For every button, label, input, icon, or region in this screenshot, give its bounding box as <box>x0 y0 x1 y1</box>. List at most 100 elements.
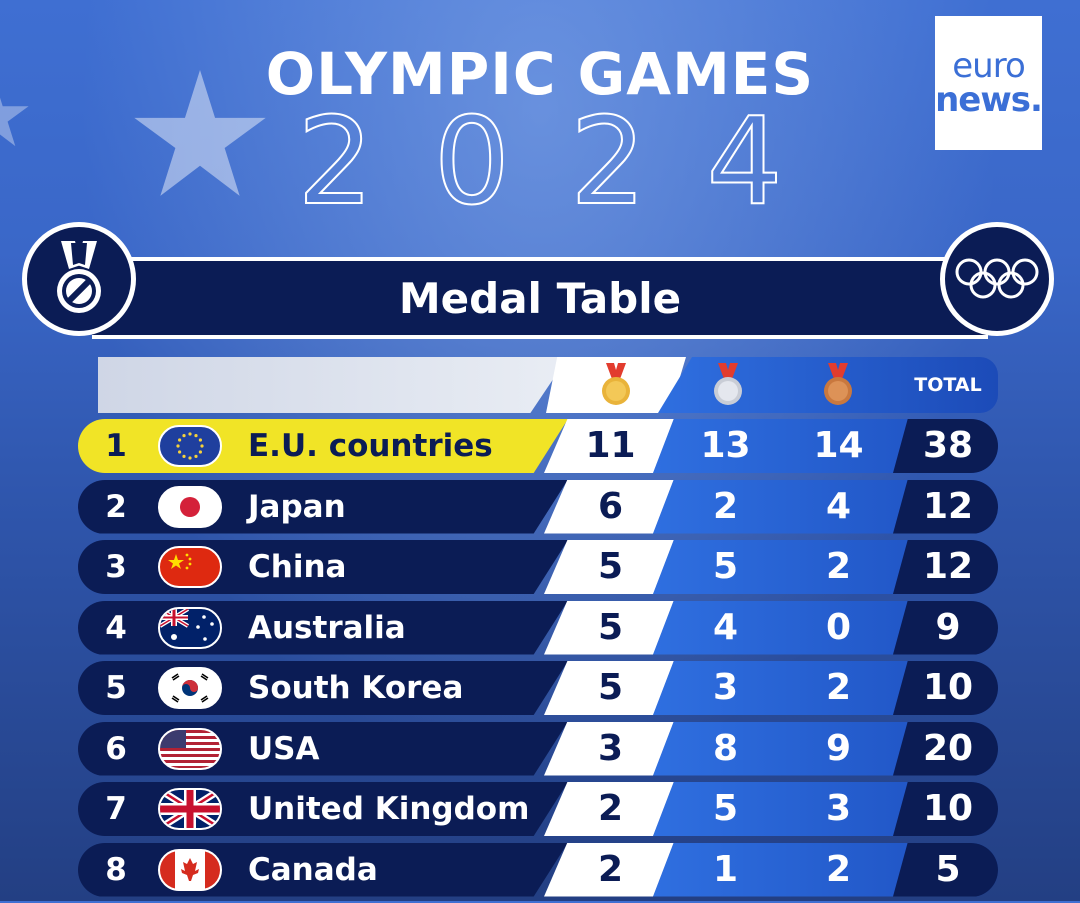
rank: 1 <box>105 428 127 464</box>
south-korea-flag-icon <box>158 667 222 709</box>
rank: 4 <box>105 609 127 646</box>
rank: 3 <box>105 549 127 585</box>
silver-count: 1 <box>712 848 739 890</box>
logo-text-top: euro <box>952 46 1025 86</box>
silver-count: 2 <box>712 485 739 527</box>
country-name: USA <box>248 730 320 767</box>
row-gold-band <box>544 842 674 897</box>
rank: 6 <box>105 730 127 767</box>
country-name: Australia <box>248 609 406 646</box>
row-gold-band <box>544 721 674 776</box>
logo-text-bottom: news. <box>935 80 1043 120</box>
background-star-icon <box>134 70 266 196</box>
row-total-band <box>893 721 998 776</box>
table-row: 1 E.U. countries 11 13 14 38 <box>78 419 998 473</box>
gold-count: 5 <box>597 606 624 648</box>
gold-medal-icon <box>602 363 630 405</box>
gold-count: 3 <box>597 727 624 769</box>
row-name-band <box>78 721 568 776</box>
total-count: 38 <box>922 425 974 466</box>
japan-flag-icon <box>158 485 222 528</box>
row-total-band <box>893 782 998 836</box>
country-name: E.U. countries <box>248 428 493 464</box>
australia-flag-icon <box>158 606 222 649</box>
country-name: South Korea <box>248 670 464 706</box>
table-row: 7 United Kingdom 2 5 3 10 <box>78 782 998 836</box>
row-total-band <box>893 540 998 594</box>
rank: 7 <box>105 791 127 827</box>
background-star-icon <box>0 97 29 147</box>
silver-count: 3 <box>712 667 739 708</box>
row-gold-band <box>544 782 674 836</box>
country-name: China <box>248 549 347 585</box>
title-year: 2024 <box>296 93 843 232</box>
table-row: 4 Australia 5 4 0 9 <box>78 600 998 655</box>
bronze-count: 2 <box>825 848 852 890</box>
row-total-band <box>893 842 998 897</box>
bronze-count: 4 <box>825 485 852 527</box>
row-total-band <box>893 419 998 473</box>
total-count: 9 <box>935 606 961 648</box>
total-count: 20 <box>922 727 974 769</box>
country-name: Canada <box>248 851 378 888</box>
bronze-medal-icon <box>824 363 852 405</box>
row-gold-band <box>544 540 674 594</box>
gold-count: 6 <box>597 485 624 527</box>
table-row: 2 Japan 6 2 4 12 <box>78 479 998 534</box>
euronews-logo: euro news. <box>935 16 1043 150</box>
medal-rows: 1 E.U. countries 11 13 14 38 2 Japan 6 <box>78 419 998 903</box>
usa-flag-icon <box>158 727 222 770</box>
bronze-count: 3 <box>825 788 852 829</box>
eu-flag-icon <box>158 425 222 467</box>
rank: 5 <box>105 670 127 706</box>
gold-count: 2 <box>597 788 624 829</box>
bronze-count: 9 <box>825 727 852 769</box>
silver-count: 5 <box>712 546 739 587</box>
gold-count: 2 <box>597 848 624 890</box>
title-olympic-games: OLYMPIC GAMES <box>265 40 815 108</box>
row-gold-band <box>544 600 674 655</box>
banner-title: Medal Table <box>398 273 682 323</box>
table-row: 8 Canada 2 1 2 5 <box>78 842 998 897</box>
header-gold-cell <box>546 357 686 413</box>
table-row: 3 China 5 5 2 12 <box>78 540 998 594</box>
silver-count: 5 <box>712 788 739 829</box>
row-gold-band <box>544 661 674 715</box>
china-flag-icon <box>158 546 222 588</box>
table-row: 5 South Korea 5 3 2 10 <box>78 661 998 715</box>
table-header: TOTAL <box>98 357 998 413</box>
total-count: 12 <box>922 546 974 587</box>
bronze-count: 2 <box>825 667 852 708</box>
medal-badge <box>22 222 136 336</box>
header-silver-cell <box>688 357 768 413</box>
gold-count: 5 <box>597 546 624 587</box>
row-total-band <box>893 479 998 534</box>
bronze-count: 14 <box>813 425 864 466</box>
row-gold-band <box>544 479 674 534</box>
silver-count: 4 <box>712 606 739 648</box>
total-count: 10 <box>922 788 974 829</box>
gold-count: 11 <box>585 425 636 466</box>
header-total-label: TOTAL <box>914 374 982 396</box>
bronze-count: 0 <box>825 606 852 648</box>
olympic-rings-icon <box>955 258 1039 299</box>
medal-icon <box>57 241 101 313</box>
header-blank-cell <box>98 357 568 413</box>
total-count: 12 <box>922 485 974 527</box>
row-gold-band <box>544 419 674 473</box>
total-count: 5 <box>935 848 961 890</box>
canada-flag-icon <box>158 848 222 891</box>
silver-count: 8 <box>712 727 739 769</box>
row-total-band <box>893 661 998 715</box>
total-count: 10 <box>922 667 974 708</box>
silver-medal-icon <box>714 363 742 405</box>
country-name: Japan <box>248 488 346 525</box>
header-bronze-cell <box>798 357 878 413</box>
bronze-count: 2 <box>825 546 852 587</box>
uk-flag-icon <box>158 788 222 830</box>
table-row: 6 USA 3 8 9 20 <box>78 721 998 776</box>
country-name: United Kingdom <box>248 791 530 827</box>
gold-count: 5 <box>597 667 624 708</box>
medal-table-banner: Medal Table <box>92 257 988 339</box>
rank: 2 <box>105 488 127 525</box>
